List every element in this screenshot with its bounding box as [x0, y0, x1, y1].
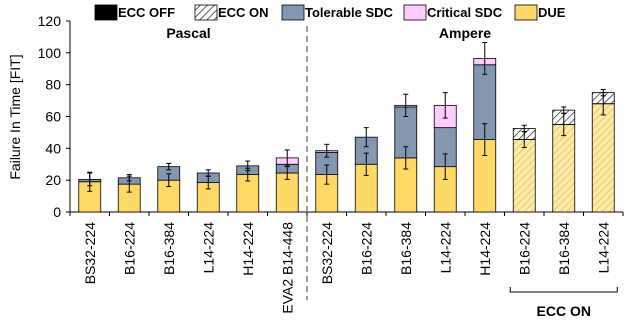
category-label: BS32-224	[319, 222, 335, 284]
category-label: H14-224	[477, 222, 493, 276]
group-label-pascal: Pascal	[166, 25, 210, 41]
category-label: L14-224	[200, 222, 216, 274]
y-tick-label: 80	[45, 77, 61, 93]
group-label-ampere: Ampere	[439, 25, 491, 41]
ecc-on-bracket	[509, 287, 618, 293]
category-label: BS32-224	[82, 222, 98, 284]
legend-swatch-ecc-off	[94, 4, 118, 21]
legend-swatch-ecc-on	[194, 4, 218, 21]
category-label: B16-224	[516, 222, 532, 275]
category-label: EVA2 B14-448	[279, 222, 295, 314]
category-label: B16-384	[161, 222, 177, 275]
y-tick-label: 0	[53, 204, 61, 220]
bar-segment-due	[591, 103, 615, 213]
category-label: L14-224	[437, 222, 453, 274]
category-label: H14-224	[240, 222, 256, 276]
category-label: B16-384	[398, 222, 414, 275]
legend-swatch-critical-sdc	[403, 4, 427, 21]
legend-label-critical-sdc: Critical SDC	[427, 5, 503, 20]
y-tick-label: 100	[38, 45, 62, 61]
bar-segment-due	[512, 139, 536, 213]
legend-swatch-tolerable-sdc	[281, 4, 305, 21]
y-tick-label: 20	[45, 172, 61, 188]
plot-area: 0 20 40 60 80 100 120 Pascal Ampere BS32-224 B16-2…	[38, 13, 624, 319]
y-tick-label: 120	[38, 13, 62, 29]
legend-label-due: DUE	[538, 5, 566, 20]
legend-label-tolerable-sdc: Tolerable SDC	[305, 5, 394, 20]
category-label: B16-384	[556, 222, 572, 275]
category-label: L14-224	[595, 222, 611, 274]
y-axis-label: Failure In Time [FIT]	[7, 54, 23, 179]
legend-label-ecc-on: ECC ON	[218, 5, 269, 20]
category-label: B16-224	[358, 222, 374, 275]
y-tick-label: 40	[45, 140, 61, 156]
legend-swatch-due	[514, 4, 538, 21]
y-tick-label: 60	[45, 109, 61, 125]
legend-label-ecc-off: ECC OFF	[118, 5, 175, 20]
legend: ECC OFF ECC ON Tolerable SDC Critical SD…	[94, 4, 566, 21]
ecc-on-bracket-label: ECC ON	[537, 303, 591, 319]
bar-segment-due	[552, 124, 576, 213]
category-label: B16-224	[121, 222, 137, 275]
